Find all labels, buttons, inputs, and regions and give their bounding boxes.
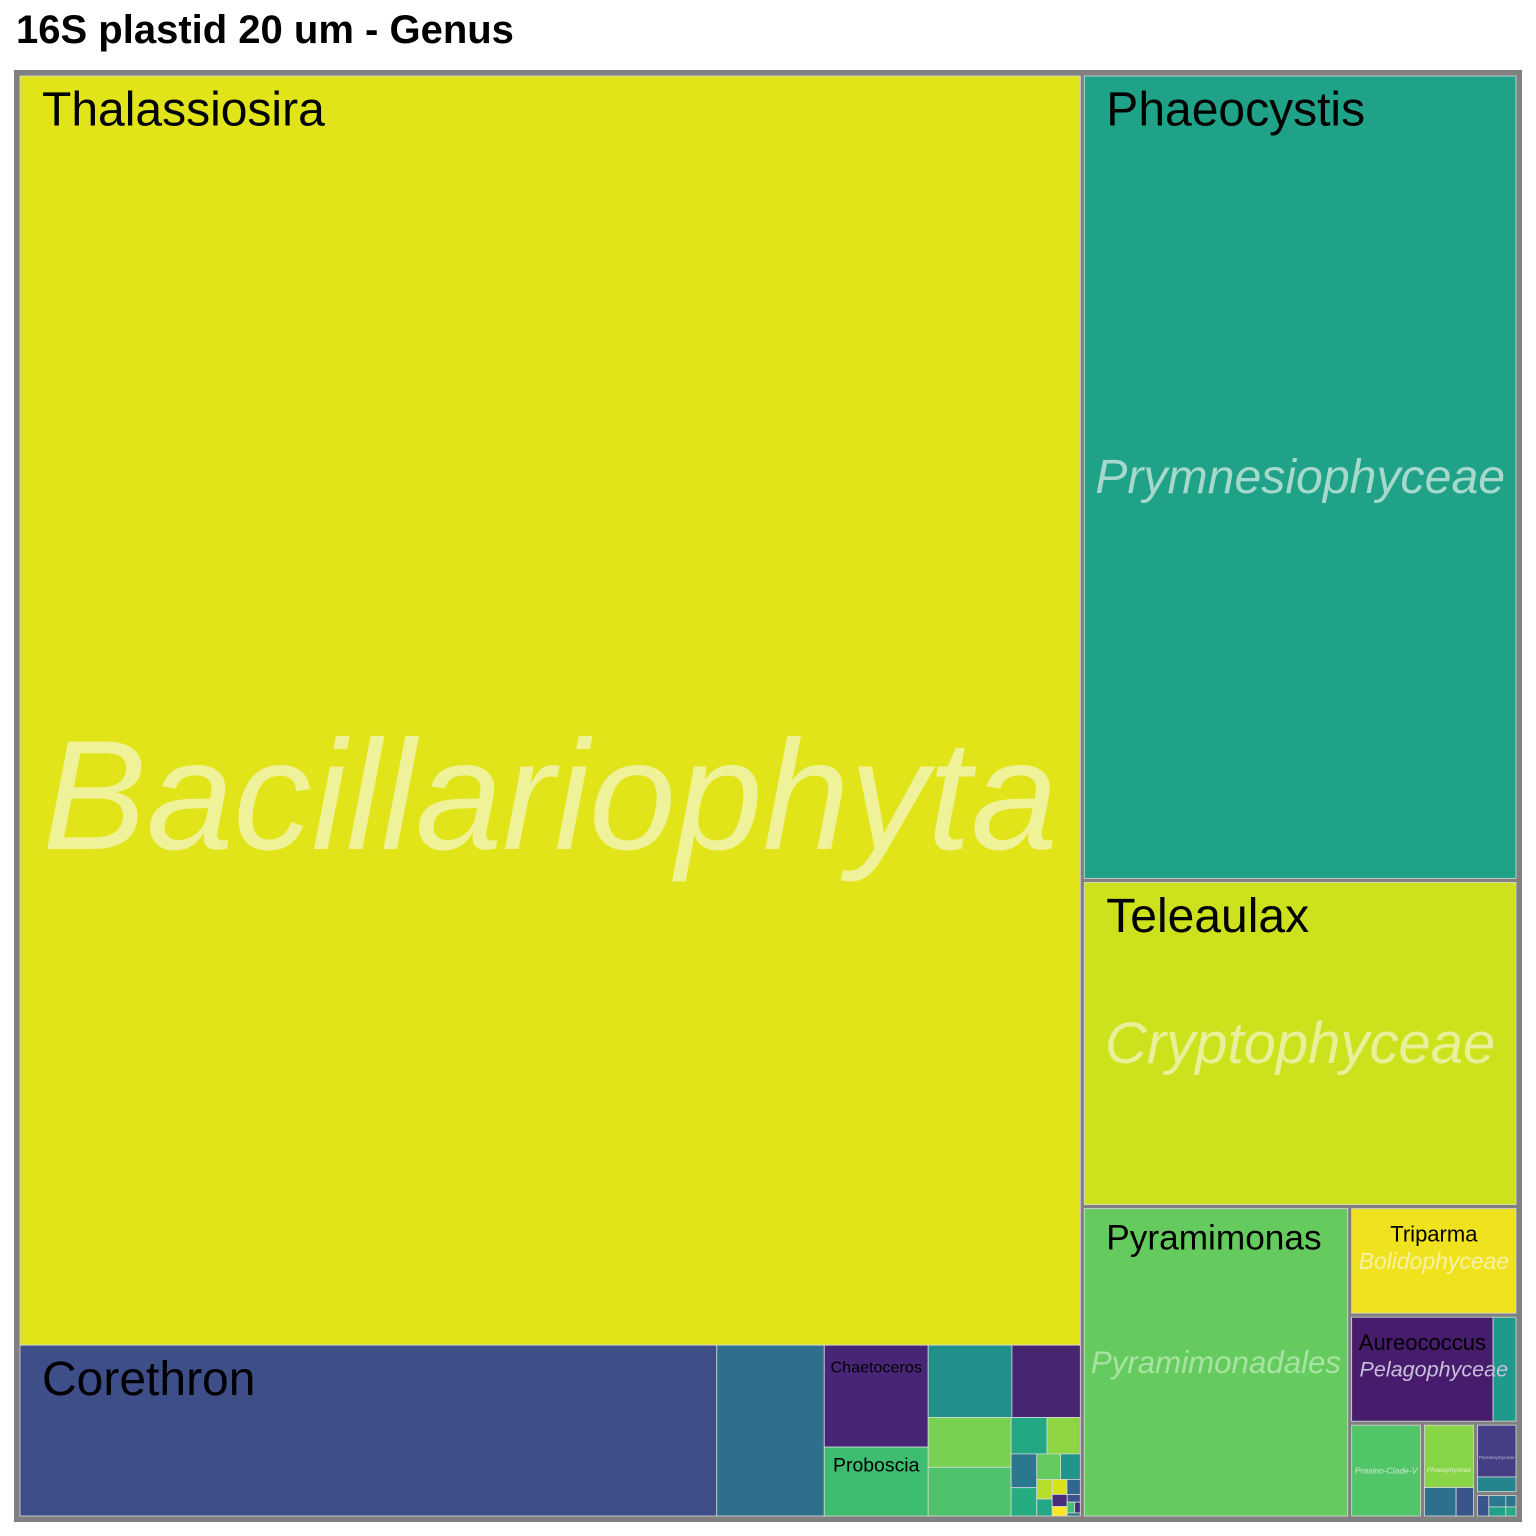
- genus-label-phaeocystis: Phaeocystis: [1106, 84, 1365, 137]
- tile-bacillariophyta-5: [927, 1417, 1012, 1468]
- class-label-prymnesiophyceae: Prymnesiophyceae: [1095, 450, 1505, 504]
- tile-bacillariophyta-12: [1010, 1453, 1038, 1489]
- tile-proboscia: [823, 1446, 929, 1517]
- tile-phaeophyceae-2: [1455, 1487, 1474, 1517]
- genus-label-thalassiosira: Thalassiosira: [42, 84, 325, 137]
- tile-bacillariophyta-10: [1010, 1417, 1048, 1455]
- tile-florideophyceae-0: [1477, 1424, 1517, 1478]
- chart-title: 16S plastid 20 um - Genus: [16, 8, 514, 52]
- tile-bacillariophyta-6: [927, 1466, 1012, 1517]
- tile-triparma: [1351, 1208, 1517, 1314]
- tile-bacillariophyta-20: [1051, 1506, 1068, 1517]
- tile-other-0: [1477, 1495, 1490, 1517]
- class-label-phaeophyceae: Phaeophyceae: [1427, 1467, 1472, 1474]
- tile-pelagophyceae-1: [1492, 1316, 1517, 1422]
- tile-bacillariophyta-18: [1066, 1478, 1081, 1495]
- tile-chaetoceros: [823, 1344, 929, 1448]
- tile-bacillariophyta-23: [1074, 1501, 1081, 1514]
- tile-thalassiosira: [19, 75, 1081, 1346]
- tile-phaeophyceae-0: [1424, 1424, 1474, 1488]
- tile-florideophyceae-1: [1477, 1476, 1517, 1493]
- tile-other-3: [1505, 1495, 1517, 1508]
- genus-label-pyramimonas: Pyramimonas: [1106, 1218, 1321, 1257]
- tile-bacillariophyta-14: [1060, 1453, 1081, 1480]
- tile-bacillariophyta-7: [927, 1344, 1013, 1418]
- tile-phaeophyceae-1: [1424, 1487, 1457, 1517]
- class-label-prasino-clade-v: Prasino-Clade-V: [1355, 1466, 1419, 1476]
- tile-other-2: [1488, 1506, 1507, 1517]
- tile-bacillariophyta-17: [1051, 1478, 1068, 1495]
- class-label-florideophyceae: Florideophyceae: [1479, 1455, 1515, 1461]
- genus-label-aureococcus: Aureococcus: [1359, 1330, 1486, 1355]
- class-label-cryptophyceae: Cryptophyceae: [1105, 1011, 1495, 1076]
- tile-bacillariophyta-2: [716, 1344, 825, 1517]
- tile-bacillariophyta-9: [1010, 1487, 1038, 1517]
- tile-aureococcus: [1351, 1316, 1494, 1422]
- class-label-pyramimonadales: Pyramimonadales: [1091, 1345, 1341, 1380]
- tile-other-1: [1488, 1495, 1507, 1508]
- class-labels: Bacillariophyta Prymnesiophyceae Cryptophy…: [42, 450, 1515, 1475]
- genus-label-triparma: Triparma: [1390, 1221, 1478, 1246]
- tile-bacillariophyta-16: [1036, 1498, 1053, 1517]
- tile-phaeocystis: [1083, 75, 1517, 879]
- tile-teleaulax: [1083, 881, 1517, 1206]
- tile-bacillariophyta-11: [1046, 1417, 1081, 1455]
- tile-bacillariophyta-15: [1036, 1478, 1053, 1500]
- genus-label-corethron: Corethron: [42, 1353, 255, 1406]
- genus-label-proboscia: Proboscia: [833, 1455, 920, 1477]
- tile-bacillariophyta-21: [1066, 1494, 1081, 1503]
- tile-corethron: [19, 1344, 718, 1517]
- tile-bacillariophyta-8: [1011, 1344, 1081, 1418]
- class-label-bacillariophyta: Bacillariophyta: [42, 709, 1057, 883]
- tile-bacillariophyta-24: [1066, 1512, 1081, 1517]
- class-label-pelagophyceae: Pelagophyceae: [1360, 1357, 1509, 1382]
- genus-label-chaetoceros: Chaetoceros: [831, 1359, 922, 1377]
- tile-bacillariophyta-19: [1051, 1494, 1068, 1507]
- tile-other-4: [1505, 1506, 1517, 1517]
- class-label-bolidophyceae: Bolidophyceae: [1359, 1248, 1509, 1274]
- tile-prasino-clade-v-0: [1351, 1424, 1421, 1517]
- tile-bacillariophyta-13: [1036, 1453, 1061, 1480]
- tile-pyramimonas: [1083, 1208, 1349, 1517]
- genus-label-teleaulax: Teleaulax: [1106, 890, 1309, 943]
- tile-bacillariophyta-22: [1066, 1501, 1076, 1514]
